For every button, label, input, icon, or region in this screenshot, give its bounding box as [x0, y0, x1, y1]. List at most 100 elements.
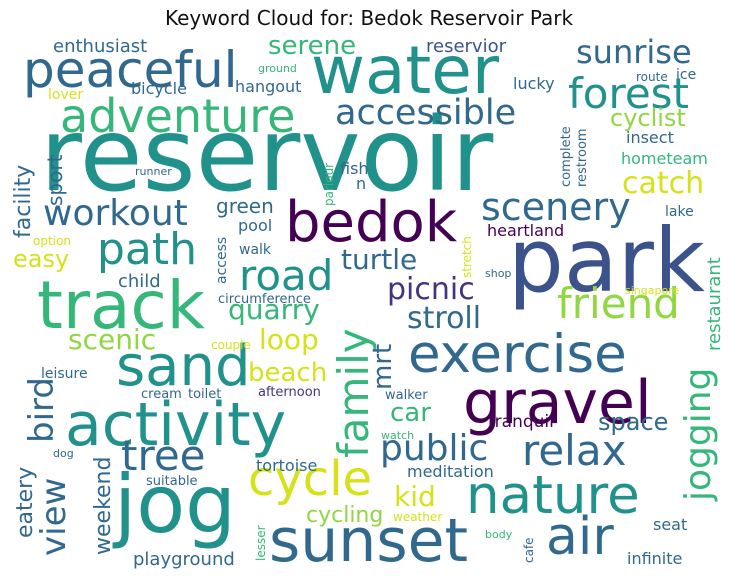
- word-access: access: [214, 236, 230, 284]
- word-bicycle: bicycle: [131, 79, 187, 98]
- word-stretch: stretch: [460, 236, 474, 278]
- word-complete: complete: [559, 126, 574, 187]
- word-reservior: reservior: [426, 36, 506, 57]
- word-tranquil: tranquil: [488, 412, 554, 432]
- word-stroll: stroll: [407, 301, 482, 336]
- word-easy: easy: [13, 245, 70, 273]
- word-sunrise: sunrise: [576, 33, 692, 71]
- word-ground: ground: [258, 62, 297, 75]
- word-activity: activity: [65, 390, 287, 460]
- word-restroom: restroom: [575, 128, 590, 187]
- word-jog: jog: [114, 458, 236, 551]
- word-reservoir: reservoir: [40, 96, 494, 215]
- word-park: park: [508, 209, 705, 312]
- word-relax: relax: [522, 426, 627, 475]
- word-fish: fish: [340, 159, 369, 178]
- word-tortoise: tortoise: [256, 456, 318, 475]
- word-shop: shop: [485, 267, 512, 280]
- word-body: body: [485, 528, 513, 541]
- word-weather: weather: [393, 510, 443, 524]
- word-suitable: suitable: [146, 474, 198, 489]
- word-leisure: leisure: [41, 366, 88, 382]
- word-nature: nature: [466, 465, 640, 526]
- word-hangout: hangout: [235, 77, 302, 96]
- word-turtle: turtle: [341, 243, 418, 276]
- word-car: car: [390, 398, 431, 428]
- word-walk: walk: [239, 242, 272, 258]
- word-cycle: cycle: [248, 451, 373, 507]
- word-quarry: quarry: [228, 293, 320, 326]
- word-option: option: [33, 234, 71, 248]
- word-singapore: singapore: [625, 284, 680, 297]
- word-scenery: scenery: [481, 185, 631, 229]
- word-catch: catch: [622, 166, 705, 201]
- word-forest: forest: [568, 69, 690, 118]
- word-cafe: cafe: [522, 537, 536, 563]
- word-cyclist: cyclist: [610, 104, 686, 132]
- word-couple: couple: [211, 338, 251, 352]
- word-track: track: [37, 267, 205, 344]
- word-air: air: [546, 507, 614, 567]
- word-bird: bird: [22, 377, 62, 443]
- word-cycling: cycling: [306, 503, 384, 528]
- word-cream: cream: [141, 387, 182, 402]
- word-insect: insect: [626, 128, 674, 147]
- word-tree: tree: [121, 431, 206, 480]
- word-sand: sand: [116, 334, 251, 399]
- word-afternoon: afternoon: [258, 385, 321, 400]
- word-kid: kid: [394, 480, 436, 513]
- word-n: n: [356, 174, 367, 193]
- word-space: space: [598, 408, 669, 436]
- word-watch: watch: [381, 429, 415, 442]
- word-accessible: accessible: [335, 93, 517, 133]
- word-meditation: meditation: [407, 462, 494, 481]
- word-ice: ice: [676, 67, 697, 83]
- word-jogging: jogging: [678, 367, 719, 501]
- word-lesser: lesser: [254, 525, 268, 561]
- word-infinite: infinite: [627, 549, 683, 568]
- word-toilet: toilet: [188, 387, 222, 402]
- word-gravel: gravel: [463, 368, 652, 438]
- word-eatery: eatery: [13, 466, 38, 538]
- word-cloud: reservoir park water jog track activity …: [13, 33, 730, 576]
- word-bedok: bedok: [285, 190, 458, 255]
- word-peaceful: peaceful: [23, 41, 238, 99]
- word-pool: pool: [238, 216, 273, 235]
- word-lucky: lucky: [513, 74, 555, 93]
- word-lover: lover: [48, 87, 84, 103]
- word-enthusiast: enthusiast: [53, 36, 148, 57]
- word-view: view: [34, 477, 74, 556]
- word-sport: sport: [43, 154, 67, 206]
- word-water: water: [311, 33, 500, 109]
- chart-title: Keyword Cloud for: Bedok Reservoir Park: [164, 6, 574, 30]
- word-friend: friend: [557, 279, 680, 328]
- word-walker: walker: [385, 388, 428, 403]
- word-loop: loop: [259, 323, 319, 356]
- word-child: child: [118, 271, 161, 292]
- word-dog: dog: [53, 447, 74, 460]
- word-playground: playground: [133, 549, 235, 570]
- word-circumference: circumference: [218, 292, 311, 307]
- word-scenic: scenic: [68, 323, 157, 356]
- word-heartland: heartland: [487, 221, 565, 240]
- word-road: road: [239, 251, 334, 300]
- word-workout: workout: [43, 193, 188, 234]
- word-seat: seat: [653, 515, 688, 534]
- word-parlour: parlour: [322, 162, 336, 206]
- word-serene: serene: [268, 33, 357, 61]
- word-green: green: [216, 194, 274, 218]
- word-sunset: sunset: [269, 506, 469, 576]
- word-adventure: adventure: [60, 89, 296, 143]
- word-exercise: exercise: [408, 324, 627, 385]
- word-path: path: [97, 224, 198, 275]
- word-weekend: weekend: [91, 456, 116, 555]
- word-beach: beach: [248, 358, 328, 388]
- word-restaurant: restaurant: [704, 257, 725, 351]
- word-facility: facility: [13, 164, 36, 238]
- word-route: route: [636, 70, 668, 84]
- word-runner: runner: [135, 165, 172, 178]
- word-lake: lake: [665, 204, 694, 220]
- word-mrt: mrt: [368, 343, 398, 390]
- word-hometeam: hometeam: [621, 149, 708, 168]
- word-picnic: picnic: [387, 272, 475, 307]
